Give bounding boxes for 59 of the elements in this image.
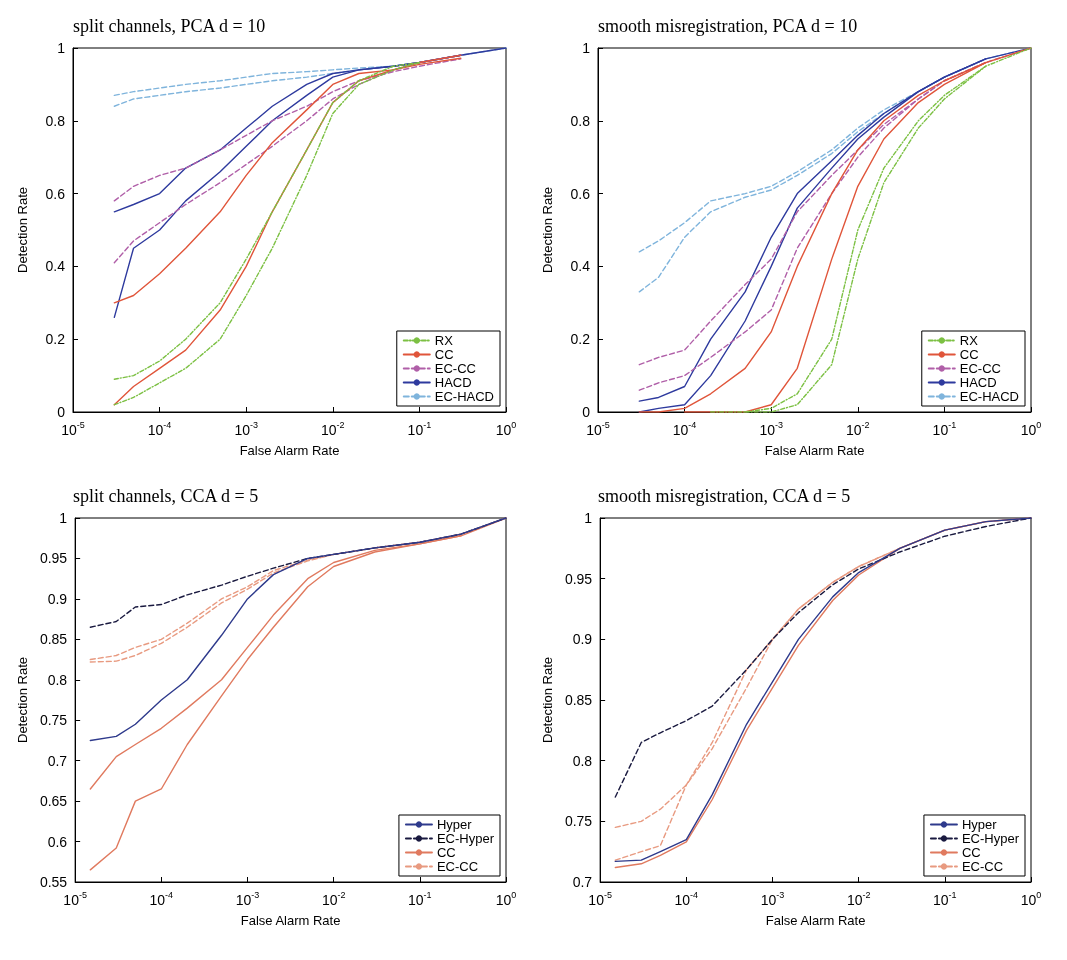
y-tick-label: 0.75 [564, 813, 593, 830]
x-axis-title: False Alarm Rate [765, 913, 866, 928]
y-tick-label: 0.55 [39, 874, 68, 890]
legend-label: RX [434, 333, 454, 348]
y-tick-label: 0.4 [570, 258, 591, 275]
chart-title: split channels, PCA d = 10 [73, 16, 266, 36]
y-axis-title: Detection Rate [15, 657, 30, 743]
y-axis-title: Detection Rate [15, 187, 30, 273]
y-tick-label: 0.7 [572, 874, 593, 890]
chart-title: smooth misregistration, CCA d = 5 [598, 486, 851, 506]
y-tick-label: 0.6 [47, 833, 68, 850]
y-tick-label: 0.85 [564, 692, 593, 708]
y-axis-title: Detection Rate [540, 657, 555, 743]
legend-label: EC-CC [961, 859, 1004, 874]
y-tick-label: 0.2 [45, 331, 66, 348]
y-tick-label: 1 [59, 510, 68, 526]
legend-label: EC-Hyper [961, 831, 1020, 846]
chart-title: smooth misregistration, PCA d = 10 [598, 16, 858, 36]
legend-label: Hyper [436, 817, 473, 832]
legend-label: CC [434, 347, 454, 362]
y-tick-label: 0.8 [572, 752, 593, 769]
legend-label: CC [436, 845, 456, 860]
y-tick-label: 0.95 [39, 550, 68, 567]
y-tick-label: 0.6 [45, 185, 66, 202]
y-tick-label: 0.4 [45, 258, 66, 275]
legend-label: EC-HACD [959, 389, 1020, 404]
y-tick-label: 0.8 [45, 112, 66, 129]
y-tick-label: 0.9 [47, 590, 68, 607]
legend-label: HACD [434, 375, 472, 390]
legend-label: EC-CC [434, 361, 476, 376]
legend-label: CC [961, 845, 981, 860]
chart-title: split channels, CCA d = 5 [73, 486, 259, 506]
y-tick-label: 1 [584, 510, 593, 526]
legend-label: EC-CC [436, 859, 479, 874]
y-tick-label: 0.9 [572, 631, 593, 648]
legend-label: EC-CC [959, 361, 1001, 376]
y-tick-label: 0.7 [47, 752, 68, 769]
legend-label: RX [959, 333, 979, 348]
y-tick-label: 0.6 [570, 185, 591, 202]
y-axis-title: Detection Rate [540, 187, 555, 273]
x-axis-title: False Alarm Rate [764, 443, 865, 458]
x-axis-title: False Alarm Rate [240, 913, 341, 928]
y-tick-label: 0.85 [39, 631, 68, 648]
x-axis-title: False Alarm Rate [239, 443, 340, 458]
y-tick-label: 0.95 [564, 570, 593, 587]
legend-label: CC [959, 347, 979, 362]
y-tick-label: 0 [57, 404, 66, 420]
y-tick-label: 0 [582, 404, 591, 420]
y-tick-label: 0.2 [570, 331, 591, 348]
legend-label: HACD [959, 375, 997, 390]
y-tick-label: 0.8 [570, 112, 591, 129]
y-tick-label: 0.8 [47, 671, 68, 688]
y-tick-label: 0.65 [39, 793, 68, 810]
legend-label: Hyper [961, 817, 998, 832]
y-tick-label: 1 [57, 40, 66, 56]
legend-label: EC-HACD [434, 389, 495, 404]
y-tick-label: 0.75 [39, 712, 68, 729]
legend-label: EC-Hyper [436, 831, 495, 846]
y-tick-label: 1 [582, 40, 591, 56]
